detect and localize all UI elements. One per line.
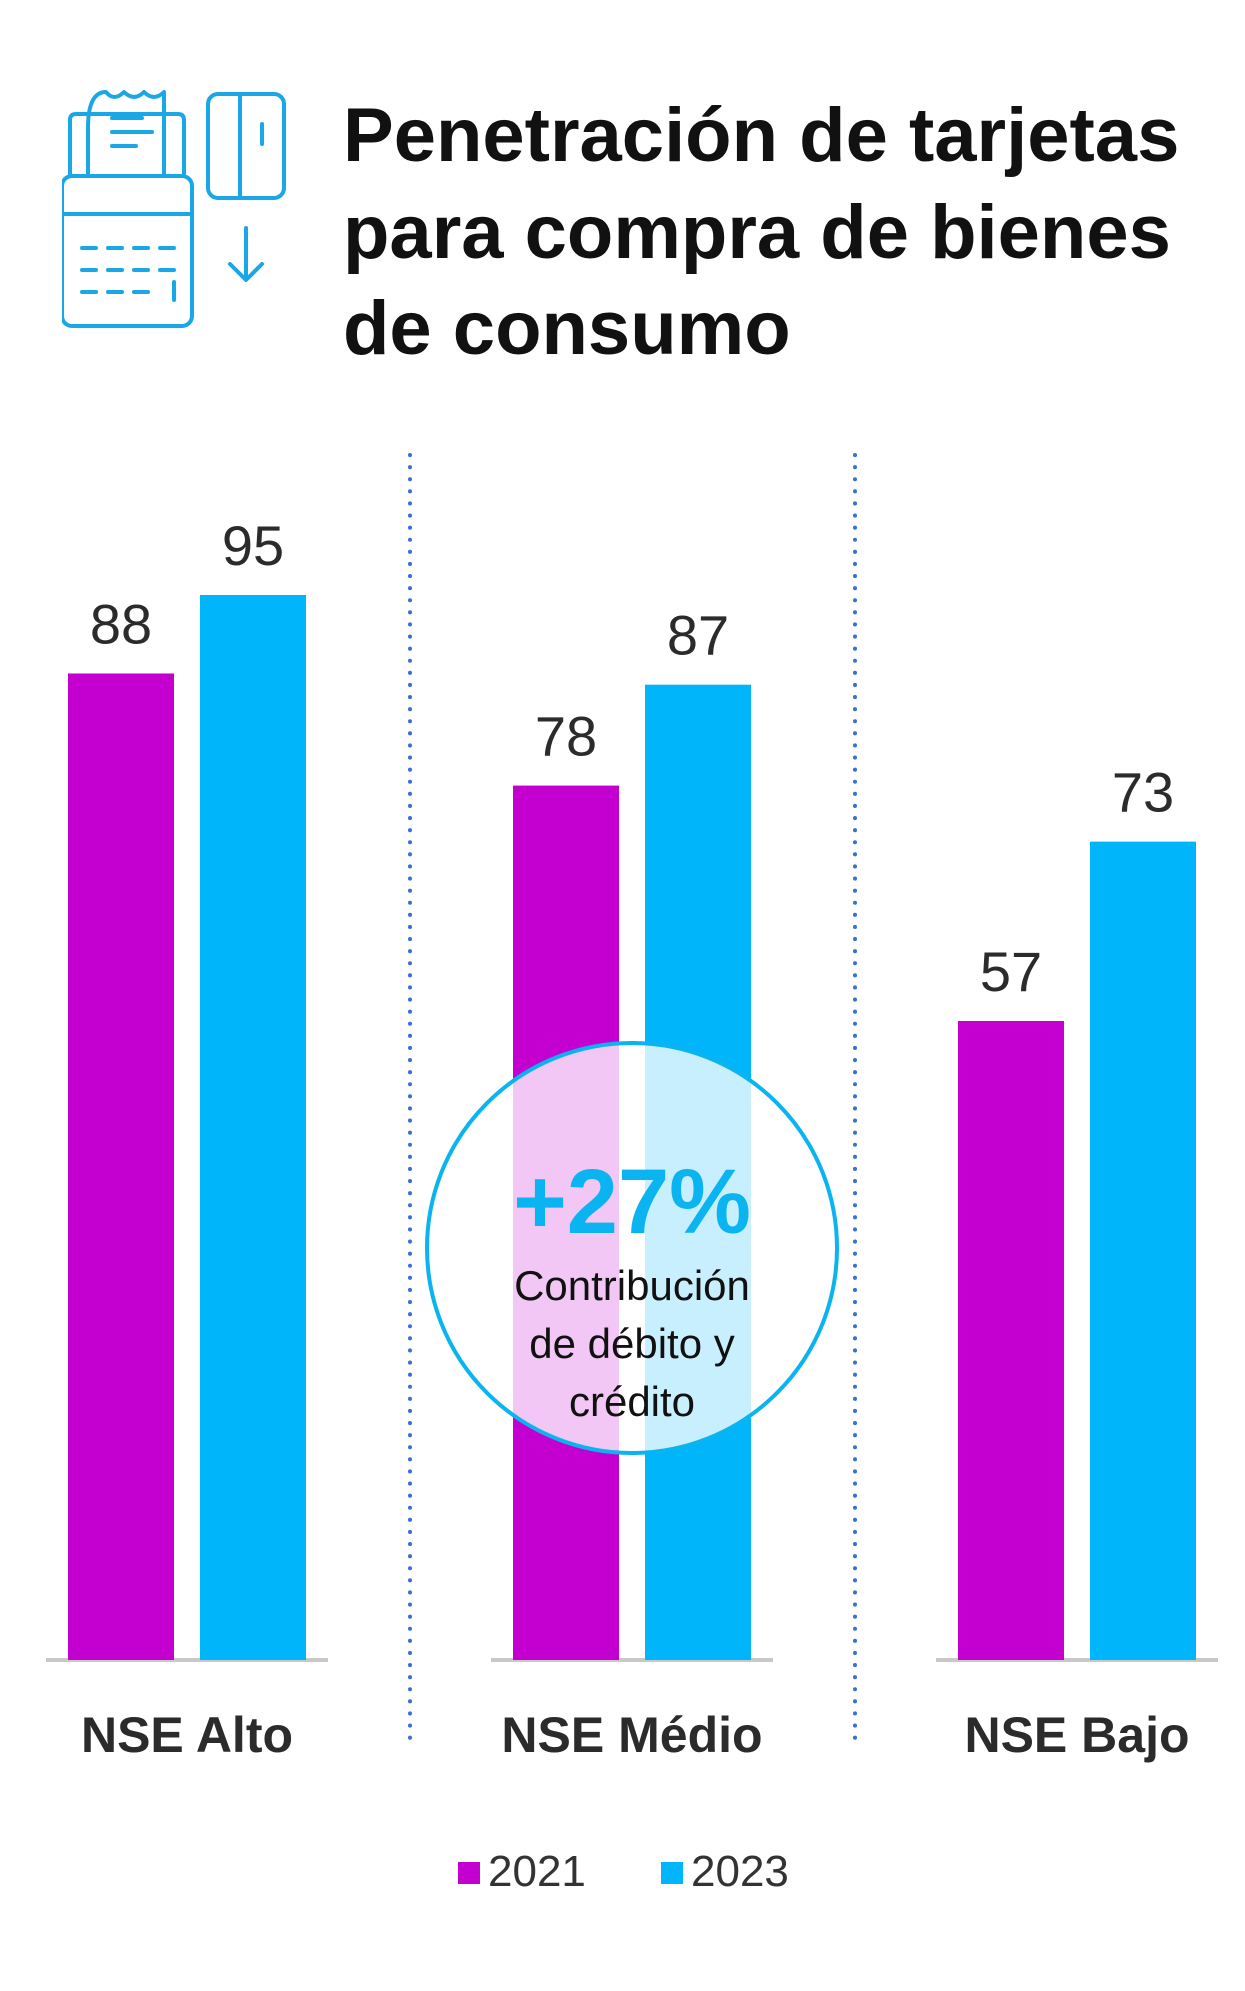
- bar-2023-0: [200, 595, 306, 1660]
- legend-swatch-2021: [458, 1862, 480, 1884]
- category-label: NSE Médio: [501, 1707, 762, 1763]
- callout-circle: [425, 1041, 839, 1455]
- data-label: 78: [535, 705, 597, 768]
- data-label: 73: [1112, 761, 1174, 824]
- title-line-1: Penetración de tarjetas: [343, 93, 1180, 178]
- data-label: 57: [980, 940, 1042, 1003]
- category-label: NSE Bajo: [964, 1707, 1189, 1763]
- title-line-3: de consumo: [343, 286, 791, 372]
- data-label: 95: [222, 514, 284, 577]
- chart-title: Penetración de tarjetas para compra de b…: [343, 88, 1243, 378]
- title-line-2: para compra de bienes: [343, 189, 1171, 275]
- data-label: 88: [90, 592, 152, 655]
- callout-text-line: de débito y: [529, 1320, 735, 1367]
- callout-value: +27%: [513, 1151, 751, 1253]
- bar-2023-2: [1090, 841, 1196, 1660]
- legend-label: 2023: [691, 1847, 789, 1896]
- callout-circle-fill: [427, 1043, 837, 1453]
- pos-terminal-card-icon: [62, 90, 286, 328]
- bar-2021-2: [958, 1021, 1064, 1660]
- callout-text-line: Contribución: [514, 1262, 750, 1309]
- legend-label: 2021: [488, 1847, 586, 1896]
- data-label: 87: [667, 604, 729, 667]
- callout-text-line: crédito: [569, 1378, 695, 1425]
- bar-2021-0: [68, 673, 174, 1660]
- legend-swatch-2023: [661, 1862, 683, 1884]
- category-label: NSE Alto: [81, 1707, 293, 1763]
